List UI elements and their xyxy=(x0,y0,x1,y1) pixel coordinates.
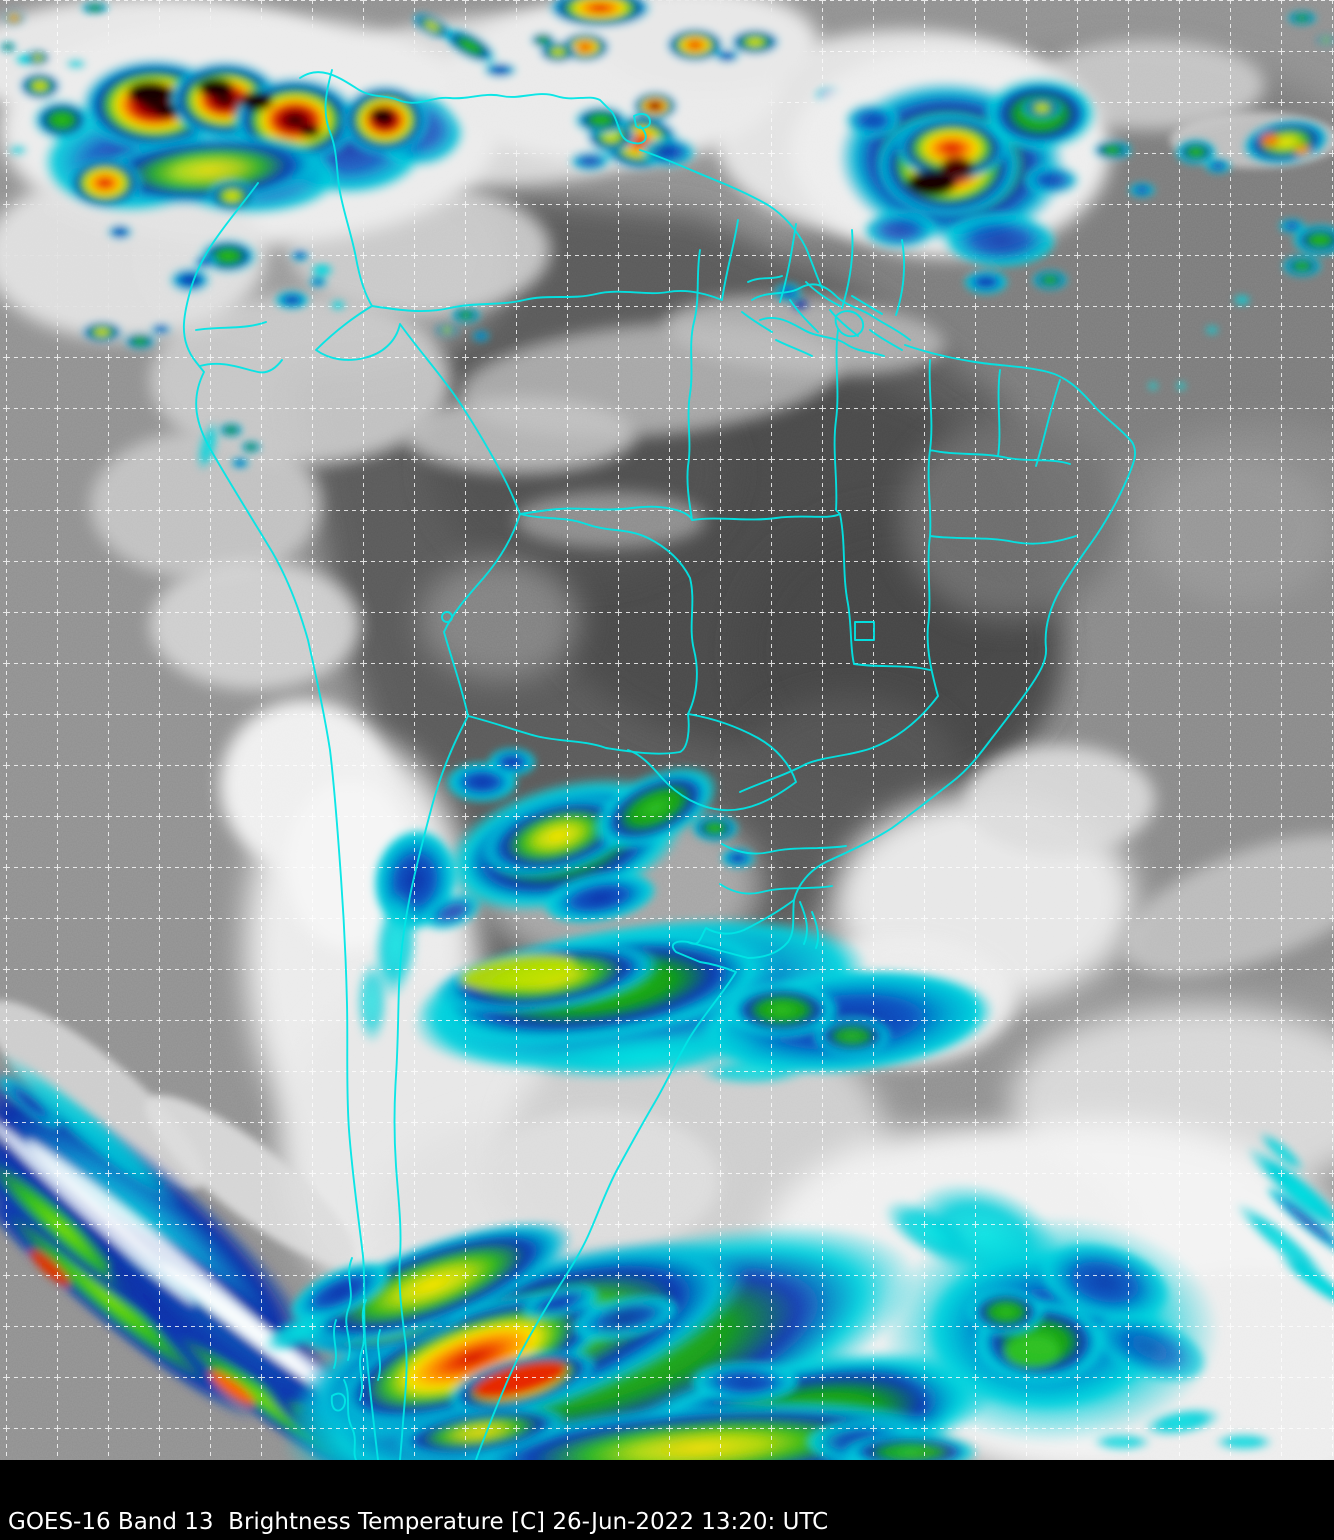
border-paraguay xyxy=(627,713,797,812)
lake-titicaca xyxy=(441,611,453,623)
sensor-noise-texture xyxy=(0,0,1334,1460)
amazon-estuary xyxy=(741,275,911,357)
satellite-image xyxy=(0,0,1334,1460)
island-trinidad xyxy=(633,113,651,130)
border-distrito-federal xyxy=(854,621,875,641)
map-borders-overlay xyxy=(182,69,1137,1460)
coastline-west xyxy=(182,182,379,1460)
patagonia-fjords xyxy=(330,1257,381,1460)
caption-text: GOES-16 Band 13 Brightness Temperature [… xyxy=(8,1508,829,1535)
border-venezuela-brazil-guianas xyxy=(371,219,905,316)
satellite-image-canvas xyxy=(0,0,1334,1460)
coastline-north-east xyxy=(299,71,1137,1460)
border-colombia-ecuador-peru xyxy=(195,305,521,515)
borders-brazil-states xyxy=(519,249,1077,949)
border-bolivia xyxy=(443,513,698,755)
border-chile-argentina xyxy=(393,715,469,1460)
border-colombia-venezuela xyxy=(324,69,373,307)
caption-bar: GOES-16 Band 13 Brightness Temperature [… xyxy=(0,1460,1334,1540)
